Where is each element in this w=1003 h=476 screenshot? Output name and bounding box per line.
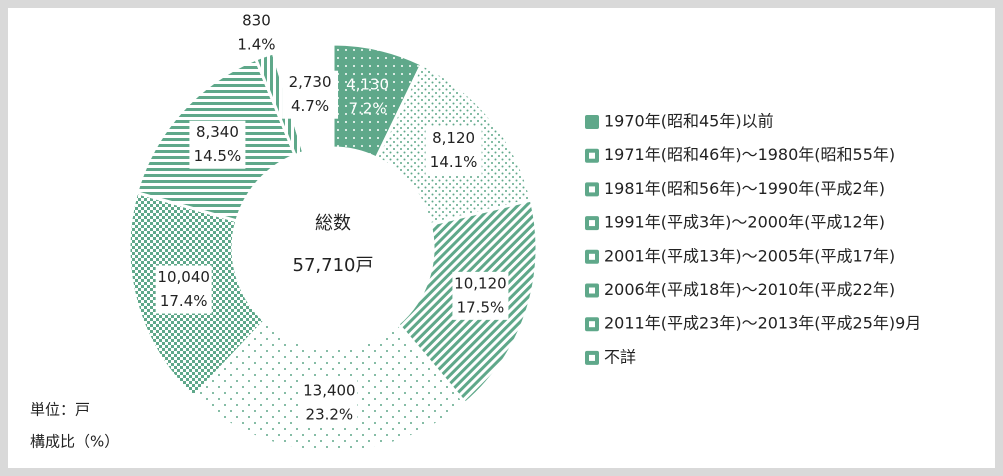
legend-label: 1971年(昭和46年)～1980年(昭和55年) bbox=[604, 145, 895, 164]
legend-label: 2006年(平成18年)～2010年(平成22年) bbox=[604, 280, 895, 299]
percentage-label: 4.7% bbox=[291, 97, 329, 115]
percentage-label: 14.1% bbox=[430, 153, 478, 171]
legend-swatch-inner bbox=[589, 287, 595, 294]
legend-swatch bbox=[585, 115, 599, 129]
legend-label: 2001年(平成13年)～2005年(平成17年) bbox=[604, 246, 895, 265]
label-bg bbox=[301, 378, 358, 427]
legend-swatch-inner bbox=[589, 253, 595, 260]
unit-note: 単位：戸 bbox=[30, 401, 90, 419]
percentage-label: 23.2% bbox=[306, 405, 354, 423]
center-title: 総数 bbox=[315, 213, 351, 234]
label-bg bbox=[452, 271, 509, 320]
legend-swatch-inner bbox=[589, 220, 595, 227]
percentage-label: 17.4% bbox=[160, 292, 208, 310]
label-bg bbox=[155, 265, 212, 314]
legend-label: 1991年(平成3年)～2000年(平成12年) bbox=[604, 213, 885, 232]
value-label: 8,120 bbox=[432, 129, 475, 147]
percentage-label: 7.2% bbox=[349, 99, 387, 117]
value-label: 10,120 bbox=[454, 274, 507, 292]
center-total: 57,710戸 bbox=[293, 255, 374, 276]
legend-swatch-inner bbox=[589, 354, 595, 361]
value-label: 10,040 bbox=[157, 268, 210, 286]
percentage-label: 14.5% bbox=[194, 147, 242, 165]
share-note: 構成比（%） bbox=[30, 433, 119, 451]
legend-label: 不詳 bbox=[604, 347, 636, 366]
value-label: 8,340 bbox=[196, 123, 239, 141]
percentage-label: 17.5% bbox=[457, 298, 505, 316]
legend-swatch-inner bbox=[589, 152, 595, 159]
legend-label: 1981年(昭和56年)～1990年(平成2年) bbox=[604, 179, 885, 198]
legend-swatch-inner bbox=[589, 186, 595, 193]
label-bg bbox=[282, 70, 339, 119]
legend-label: 1970年(昭和45年)以前 bbox=[604, 112, 774, 131]
value-label: 13,400 bbox=[303, 381, 356, 399]
value-label: 4,130 bbox=[346, 75, 389, 93]
percentage-label: 1.4% bbox=[237, 36, 275, 54]
legend-label: 2011年(平成23年)～2013年(平成25年)9月 bbox=[604, 314, 921, 333]
label-bg bbox=[425, 126, 482, 175]
value-label: 830 bbox=[242, 12, 271, 30]
label-bg bbox=[189, 120, 246, 169]
value-label: 2,730 bbox=[289, 73, 332, 91]
legend-swatch-inner bbox=[589, 321, 595, 328]
